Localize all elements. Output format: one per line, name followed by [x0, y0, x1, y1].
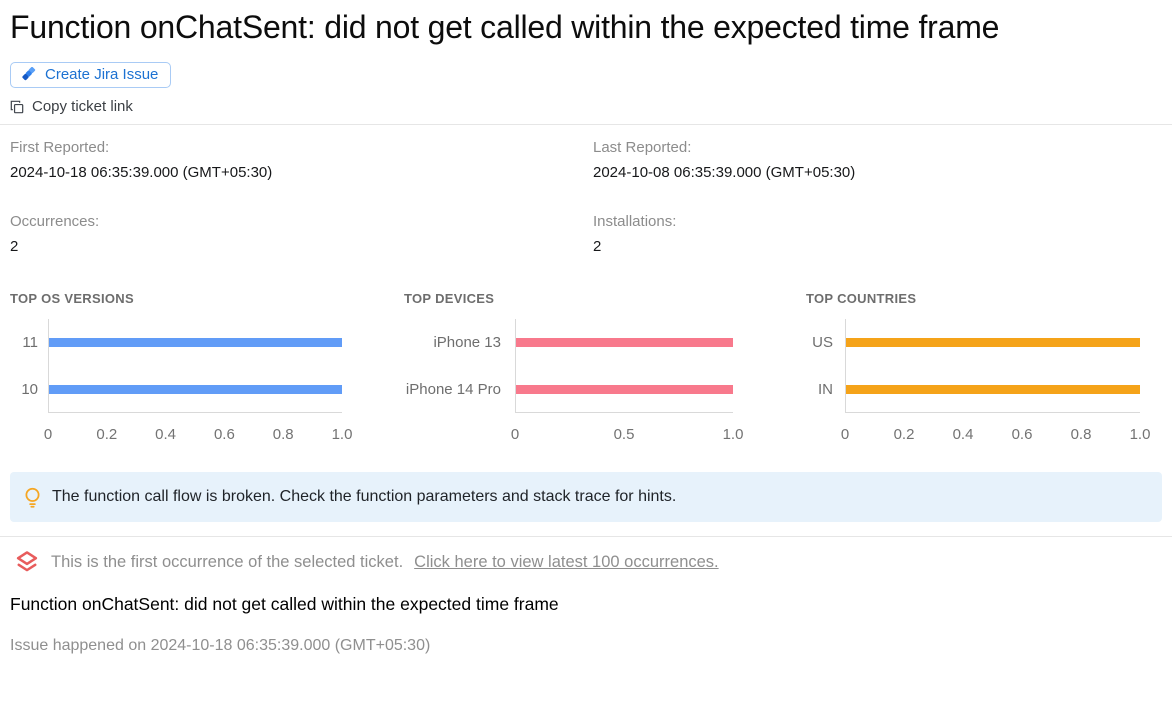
first-reported-value: 2024-10-18 06:35:39.000 (GMT+05:30) — [10, 164, 273, 181]
chart-bar — [846, 338, 1140, 347]
chart-category-label: iPhone 13 — [433, 334, 501, 351]
chart-x-tick-label: 0.6 — [213, 426, 235, 443]
last-reported-label: Last Reported: — [593, 139, 692, 156]
chart-x-tick-label: 0.4 — [155, 426, 177, 443]
chart-bar-row — [49, 319, 342, 366]
chart-plot-area — [515, 319, 733, 413]
create-jira-issue-button[interactable]: Create Jira Issue — [10, 62, 172, 88]
chart-category-label: 10 — [21, 381, 38, 398]
chart-plot-area — [48, 319, 342, 413]
hint-banner-text: The function call flow is broken. Check … — [52, 488, 677, 505]
installations-label: Installations: — [593, 213, 677, 230]
first-occurrence-note: This is the first occurrence of the sele… — [14, 549, 1172, 575]
occurrences-label: Occurrences: — [10, 213, 100, 230]
first-reported-label: First Reported: — [10, 139, 110, 156]
lightbulb-icon — [22, 486, 43, 509]
chart-x-tick-label: 1.0 — [1129, 426, 1151, 443]
section-divider — [0, 124, 1172, 125]
chart-x-tick-label: 0.5 — [613, 426, 635, 443]
chart-bar — [516, 385, 733, 394]
page-title: Function onChatSent: did not get called … — [10, 9, 1000, 45]
chart-top-os-versions: TOP OS VERSIONS 11 10 0 0.2 0.4 0.6 0.8 1.0 — [0, 291, 394, 446]
chart-plot-area — [845, 319, 1140, 413]
chart-bar — [846, 385, 1140, 394]
chart-top-countries: TOP COUNTRIES US IN 0 0.2 0.4 0.6 0.8 1.0 — [796, 291, 1172, 446]
chart-category-axis: iPhone 13 iPhone 14 Pro — [404, 319, 501, 413]
chart-x-tick-label: 0 — [840, 426, 850, 443]
occurrence-timestamp: Issue happened on 2024-10-18 06:35:39.00… — [10, 637, 431, 654]
copy-ticket-link-label: Copy ticket link — [32, 98, 133, 115]
chart-x-axis: 0 0.5 1.0 — [511, 420, 744, 446]
chart-bar-row — [49, 366, 342, 413]
chart-category-axis: US IN — [806, 319, 833, 413]
chart-top-devices: TOP DEVICES iPhone 13 iPhone 14 Pro 0 0.5 1… — [394, 291, 796, 446]
metadata-grid: First Reported: 2024-10-18 06:35:39.000 … — [0, 125, 1172, 256]
chart-x-tick-label: 0 — [43, 426, 53, 443]
chart-x-tick-label: 0.2 — [893, 426, 915, 443]
hint-banner: The function call flow is broken. Check … — [10, 472, 1162, 522]
copy-ticket-link[interactable]: Copy ticket link — [10, 98, 133, 115]
metadata-col-left: First Reported: 2024-10-18 06:35:39.000 … — [10, 125, 593, 256]
chart-bar-row — [516, 366, 733, 413]
last-reported-value: 2024-10-08 06:35:39.000 (GMT+05:30) — [593, 164, 856, 181]
chart-bar — [516, 338, 733, 347]
installations-value: 2 — [593, 238, 602, 255]
jira-icon — [21, 67, 36, 82]
chart-category-axis: 11 10 — [10, 319, 38, 413]
chart-category-label: US — [812, 334, 833, 351]
metadata-col-right: Last Reported: 2024-10-08 06:35:39.000 (… — [593, 125, 1162, 256]
chart-bar — [49, 338, 342, 347]
chart-title: TOP DEVICES — [404, 291, 495, 306]
occurrence-message: Function onChatSent: did not get called … — [10, 594, 559, 614]
chart-x-tick-label: 0.2 — [96, 426, 118, 443]
first-occurrence-text: This is the first occurrence of the sele… — [51, 552, 404, 571]
occurrences-value: 2 — [10, 238, 19, 255]
charts-row: TOP OS VERSIONS 11 10 0 0.2 0.4 0.6 0.8 1.0 TO… — [0, 291, 1172, 446]
chart-bar — [49, 385, 342, 394]
chart-category-label: iPhone 14 Pro — [405, 381, 501, 398]
chart-title: TOP OS VERSIONS — [10, 291, 134, 306]
copy-icon — [10, 100, 24, 114]
chart-x-tick-label: 0.4 — [952, 426, 974, 443]
chart-bar-row — [516, 319, 733, 366]
chart-x-tick-label: 1.0 — [331, 426, 353, 443]
chart-bar-row — [846, 319, 1140, 366]
chart-category-label: IN — [818, 381, 833, 398]
layers-icon — [14, 549, 40, 575]
chart-category-label: 11 — [22, 334, 38, 351]
view-occurrences-link[interactable]: Click here to view latest 100 occurrence… — [414, 552, 719, 571]
chart-x-tick-label: 0.6 — [1011, 426, 1033, 443]
chart-bar-row — [846, 366, 1140, 413]
chart-x-axis: 0 0.2 0.4 0.6 0.8 1.0 — [841, 420, 1151, 446]
section-divider — [0, 536, 1172, 537]
chart-x-tick-label: 1.0 — [722, 426, 744, 443]
chart-x-tick-label: 0 — [510, 426, 520, 443]
chart-title: TOP COUNTRIES — [806, 291, 917, 306]
create-jira-issue-label: Create Jira Issue — [45, 66, 159, 83]
chart-x-tick-label: 0.8 — [1070, 426, 1092, 443]
chart-x-tick-label: 0.8 — [272, 426, 294, 443]
chart-x-axis: 0 0.2 0.4 0.6 0.8 1.0 — [44, 420, 353, 446]
